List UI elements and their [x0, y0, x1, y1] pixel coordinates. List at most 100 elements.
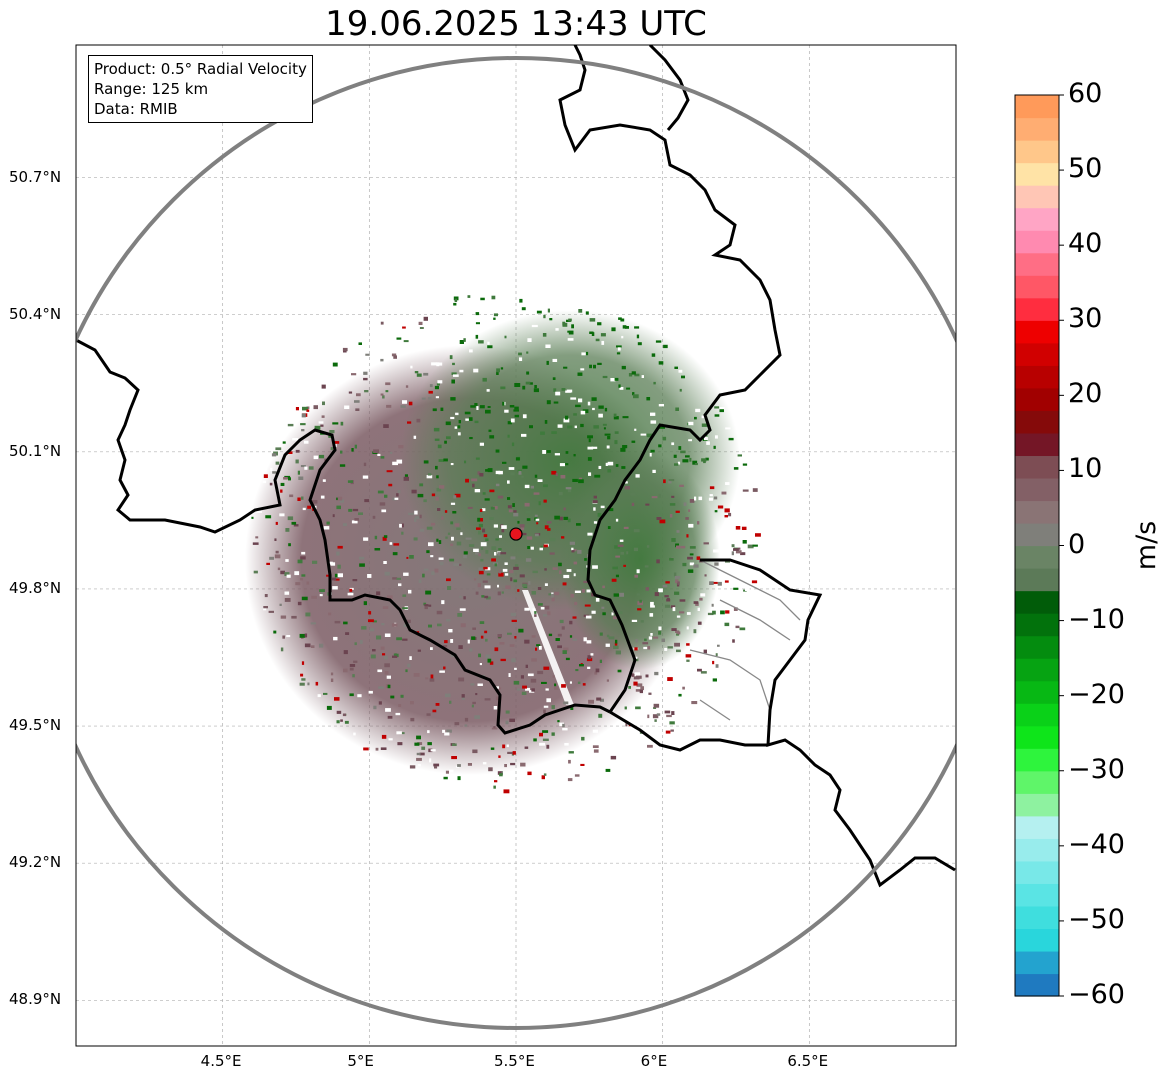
colorbar-segment	[1015, 500, 1059, 524]
echo-speckle	[475, 591, 479, 595]
range-ring	[76, 56, 956, 1030]
echo-speckle	[526, 536, 533, 540]
echo-speckle	[453, 374, 459, 377]
echo-speckle	[573, 454, 576, 457]
echo-speckle	[396, 637, 402, 641]
echo-speckle	[518, 471, 522, 475]
echo-speckle	[477, 583, 481, 588]
echo-speckle	[326, 705, 332, 710]
echo-speckle	[658, 444, 662, 448]
echo-speckle	[280, 570, 285, 575]
echo-speckle	[461, 697, 465, 700]
echo-speckle	[581, 589, 585, 593]
echo-speckle	[486, 389, 490, 392]
echo-speckle	[513, 566, 519, 570]
echo-speckle	[542, 738, 549, 741]
echo-speckle	[484, 585, 491, 589]
echo-speckle	[467, 639, 470, 644]
echo-speckle	[388, 738, 393, 741]
echo-speckle	[591, 332, 595, 336]
echo-speckle	[272, 471, 277, 474]
velocity-echoes	[245, 310, 740, 775]
echo-speckle	[673, 572, 677, 577]
echo-speckle	[274, 554, 281, 559]
echo-speckle	[654, 592, 659, 597]
echo-speckle	[467, 332, 472, 337]
echo-speckle	[436, 475, 439, 479]
echo-speckle	[521, 691, 527, 695]
echo-speckle	[514, 667, 517, 670]
echo-speckle	[394, 497, 399, 500]
echo-speckle	[586, 640, 592, 644]
echo-speckle	[489, 435, 495, 439]
echo-speckle	[387, 595, 393, 600]
echo-speckle	[492, 506, 498, 510]
echo-speckle	[345, 632, 350, 635]
echo-speckle	[465, 418, 470, 421]
echo-speckle	[269, 482, 273, 486]
echo-speckle	[416, 752, 421, 756]
echo-speckle	[295, 407, 299, 411]
echo-speckle	[344, 372, 348, 377]
echo-speckle	[586, 589, 591, 593]
y-tick-label: 50.4°N	[9, 304, 62, 323]
echo-speckle	[396, 731, 402, 735]
echo-speckle	[531, 591, 536, 595]
echo-speckle	[382, 395, 385, 399]
echo-speckle	[651, 353, 656, 357]
echo-speckle	[478, 530, 482, 535]
echo-speckle	[469, 437, 473, 440]
echo-speckle	[534, 474, 538, 478]
echo-speckle	[694, 496, 697, 501]
echo-speckle	[601, 606, 605, 609]
echo-speckle	[640, 686, 644, 691]
echo-speckle	[658, 493, 661, 498]
echo-speckle	[464, 460, 467, 464]
echo-speckle	[577, 752, 583, 755]
echo-speckle	[742, 540, 747, 544]
echo-speckle	[527, 771, 532, 776]
echo-speckle	[508, 509, 513, 513]
echo-speckle	[595, 668, 600, 673]
echo-speckle	[438, 362, 443, 366]
echo-speckle	[373, 449, 379, 453]
echo-speckle	[544, 568, 547, 571]
echo-speckle	[688, 421, 694, 426]
echo-speckle	[613, 416, 619, 420]
echo-speckle	[430, 647, 433, 650]
echo-speckle	[493, 317, 496, 320]
echo-speckle	[308, 466, 314, 470]
echo-speckle	[359, 556, 365, 560]
echo-speckle	[648, 692, 652, 695]
echo-speckle	[608, 636, 615, 640]
echo-speckle	[287, 423, 294, 427]
echo-speckle	[393, 355, 397, 359]
echo-speckle	[544, 420, 548, 424]
echo-speckle	[332, 586, 338, 590]
echo-speckle	[589, 331, 594, 334]
echo-speckle	[597, 362, 602, 365]
echo-speckle	[608, 508, 614, 512]
echo-speckle	[747, 544, 754, 549]
echo-speckle	[614, 440, 618, 445]
echo-speckle	[449, 700, 452, 704]
echo-speckle	[484, 698, 491, 701]
echo-speckle	[474, 715, 480, 719]
echo-speckle	[537, 670, 544, 675]
echo-speckle	[591, 397, 597, 401]
echo-speckle	[491, 558, 496, 562]
colorbar-segment	[1015, 838, 1059, 862]
echo-speckle	[280, 482, 285, 486]
echo-speckle	[428, 604, 432, 607]
echo-speckle	[477, 683, 483, 686]
echo-speckle	[634, 428, 637, 431]
echo-speckle	[633, 529, 640, 533]
echo-speckle	[534, 614, 537, 617]
echo-speckle	[396, 493, 399, 497]
echo-speckle	[387, 684, 391, 689]
echo-speckle	[603, 427, 606, 430]
echo-speckle	[544, 583, 548, 586]
echo-speckle	[525, 558, 532, 562]
echo-speckle	[674, 575, 681, 579]
echo-speckle	[404, 474, 408, 477]
